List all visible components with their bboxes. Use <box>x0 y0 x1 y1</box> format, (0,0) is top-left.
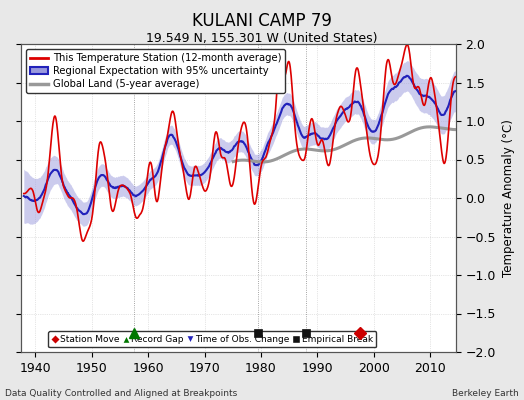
Legend: Station Move, Record Gap, Time of Obs. Change, Empirical Break: Station Move, Record Gap, Time of Obs. C… <box>48 331 376 348</box>
Text: Data Quality Controlled and Aligned at Breakpoints: Data Quality Controlled and Aligned at B… <box>5 389 237 398</box>
Text: Berkeley Earth: Berkeley Earth <box>452 389 519 398</box>
Y-axis label: Temperature Anomaly (°C): Temperature Anomaly (°C) <box>501 119 515 277</box>
Text: 19.549 N, 155.301 W (United States): 19.549 N, 155.301 W (United States) <box>146 32 378 45</box>
Text: KULANI CAMP 79: KULANI CAMP 79 <box>192 12 332 30</box>
